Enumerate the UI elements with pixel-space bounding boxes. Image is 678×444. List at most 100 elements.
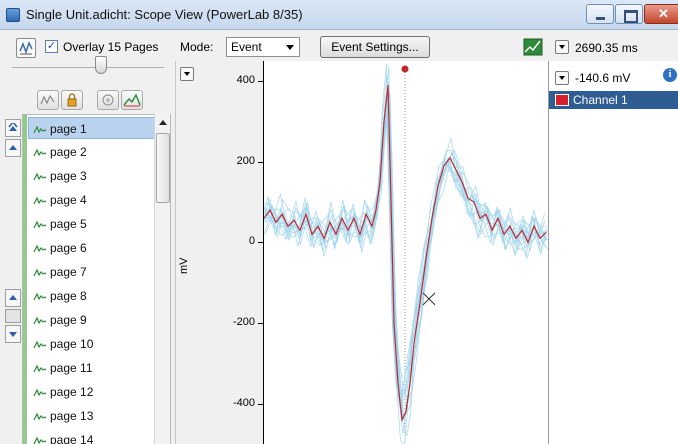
app-icon [6,8,20,22]
crosshair-cursor[interactable] [423,293,435,305]
time-readout: 2690.35 ms [575,41,638,55]
page-label: page 2 [50,145,87,159]
page-list-item[interactable]: page 1 [28,117,156,139]
waveform-icon [33,388,47,398]
pages-list: page 1 page 2 page 3 page 4 page 5 page 6 page… [22,114,171,444]
channel-name: Channel 1 [573,93,628,107]
waveform-icon [33,268,47,278]
page-label: page 1 [50,122,87,136]
y-axis-dropdown-button[interactable] [180,67,194,81]
y-tick-label: 400 [215,74,255,86]
waveform-icon [33,340,47,350]
page-label: page 10 [50,337,93,351]
overlay-trace [264,117,545,407]
overlay-label: Overlay 15 Pages [63,40,158,54]
y-axis-label: mV [178,258,190,275]
page-list-item[interactable]: page 10 [33,333,161,355]
scope-plot-canvas[interactable] [264,61,549,444]
page-label: page 9 [50,313,87,327]
page-label: page 12 [50,385,93,399]
event-settings-button[interactable]: Event Settings... [320,36,430,58]
page-label: page 13 [50,409,93,423]
page-list-item[interactable]: page 12 [33,381,161,403]
waveform-icon [33,412,47,422]
scope-plot[interactable] [263,61,548,444]
window-title: Single Unit.adicht: Scope View (PowerLab… [26,7,303,22]
waveform-icon [33,220,47,230]
page-list-item[interactable]: page 3 [33,165,161,187]
channel-row[interactable]: Channel 1 [549,91,678,109]
page-label: page 4 [50,193,87,207]
waveform-icon [33,292,47,302]
page-label: page 11 [50,361,93,375]
scroll-up-arrow-icon[interactable] [158,119,168,127]
overlay-trace [264,95,544,407]
overlay-trace [264,82,546,415]
waveform-icon [33,148,47,158]
channel-value-dropdown-button[interactable] [555,71,569,85]
waveform-tool-button[interactable] [37,90,59,110]
overlay-trace [265,90,547,434]
close-button[interactable] [644,4,678,24]
waveform-icon [33,244,47,254]
page-down-button[interactable] [5,325,21,343]
overlay-trace [265,66,547,436]
overlay-trace [264,74,545,416]
page-list-item[interactable]: page 9 [33,309,161,331]
page-label: page 6 [50,241,87,255]
page-label: page 14 [50,433,93,444]
channel-panel [549,61,678,444]
page-list-item[interactable]: page 6 [33,237,161,259]
chart-icon[interactable] [523,38,543,58]
mode-label: Mode: [180,40,213,54]
page-label: page 7 [50,265,87,279]
channel-value-readout: -140.6 mV [575,71,630,85]
y-axis-panel [175,61,263,444]
waveform-icon [33,436,47,444]
waveform-icon [33,316,47,326]
chevron-down-icon [286,45,294,50]
y-tick-label: 200 [215,155,255,167]
overlay-slider-track [12,67,164,68]
waveform-icon [33,364,47,374]
page-label: page 8 [50,289,87,303]
mode-select[interactable]: Event [226,37,300,57]
mode-value: Event [231,40,262,54]
page-label: page 3 [50,169,87,183]
maximize-button[interactable] [615,4,643,24]
waveform-icon [33,172,47,182]
page-scroll-thumb[interactable] [5,309,21,323]
overlay-trace [264,113,544,409]
y-tick-label: 0 [215,235,255,247]
page-list-item[interactable]: page 5 [33,213,161,235]
trigger-marker[interactable] [402,66,409,73]
pages-scrollbar-thumb[interactable] [156,133,170,203]
channel-color-swatch [555,94,569,106]
overlay-trace [264,64,545,444]
page-list-item[interactable]: page 8 [33,285,161,307]
overlay-indicator-bar [23,115,27,444]
page-list-item[interactable]: page 11 [33,357,161,379]
overlay-slider-thumb[interactable] [95,56,107,74]
pages-scrollbar[interactable] [154,114,170,444]
scroll-up-button[interactable] [5,139,21,157]
info-icon[interactable]: i [663,68,677,82]
waveform-icon [33,125,47,135]
target-icon[interactable] [97,90,119,110]
overlay-trace [266,107,548,418]
page-up-button[interactable] [5,289,21,307]
page-list-item[interactable]: page 4 [33,189,161,211]
page-list-item[interactable]: page 13 [33,405,161,427]
page-list-item[interactable]: page 7 [33,261,161,283]
waveform-icon [33,196,47,206]
overlay-checkbox[interactable]: ✓ [45,40,58,53]
page-list-item[interactable]: page 14 [33,429,161,444]
scroll-to-top-button[interactable] [5,119,21,137]
page-list-item[interactable]: page 2 [33,141,161,163]
lock-icon[interactable] [61,90,83,110]
peak-chart-icon[interactable] [121,90,143,110]
minimize-button[interactable] [586,4,614,24]
title-bar: Single Unit.adicht: Scope View (PowerLab… [0,0,678,30]
overlay-settings-icon[interactable] [16,38,36,58]
time-dropdown-button[interactable] [555,40,569,54]
